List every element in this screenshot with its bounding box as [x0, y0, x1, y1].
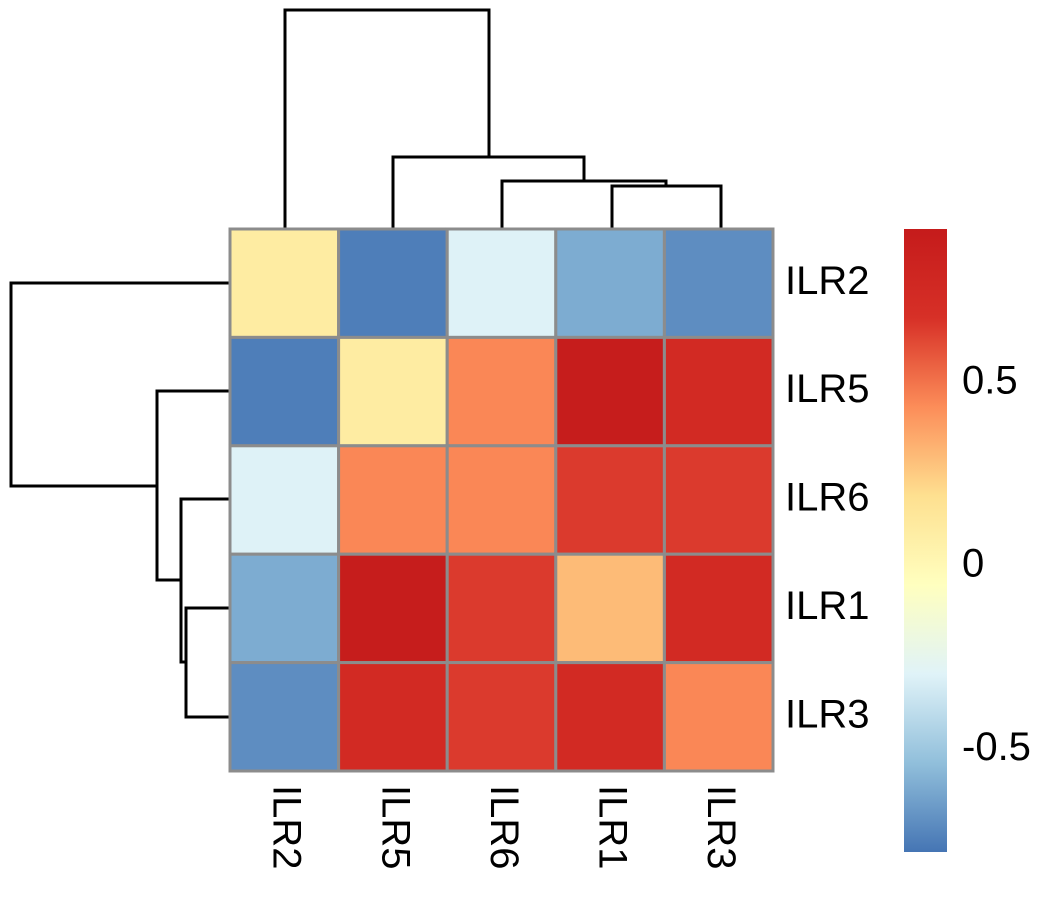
column-label-ilr1: ILR1: [591, 785, 635, 870]
column-dendrogram-branch-ilr6: [500, 179, 668, 232]
column-dendrogram-branch-ilr1-ilr3: [610, 184, 723, 232]
legend-tick-label: 0.5: [962, 358, 1018, 402]
heatmap-cells: [228, 227, 775, 773]
heatmap-cell-ilr2-ilr3: [662, 227, 775, 339]
row-label-ilr6: ILR6: [785, 476, 870, 520]
heatmap-cell-ilr6-ilr1: [554, 444, 666, 556]
heatmap-cell-ilr5-ilr5: [337, 335, 449, 448]
color-legend-ticks: 0.5 0 -0.5: [962, 358, 1031, 768]
row-labels: ILR2 ILR5 ILR6 ILR1 ILR3: [785, 259, 870, 737]
heatmap-cell-ilr2-ilr6: [445, 227, 558, 339]
heatmap-cell-ilr3-ilr1: [554, 661, 666, 773]
heatmap-cell-ilr2-ilr2: [228, 227, 341, 339]
row-dendrogram-root: [9, 281, 232, 488]
column-dendrogram: [283, 8, 723, 232]
heatmap-cell-ilr3-ilr6: [445, 661, 558, 773]
heatmap-cell-ilr1-ilr6: [445, 552, 558, 665]
heatmap-cell-ilr6-ilr5: [337, 444, 449, 556]
row-label-ilr3: ILR3: [785, 692, 870, 736]
column-label-ilr5: ILR5: [373, 785, 417, 870]
color-legend-bar: [904, 229, 947, 852]
column-label-ilr3: ILR3: [699, 785, 743, 870]
heatmap-cell-ilr6-ilr2: [228, 444, 341, 556]
heatmap-cell-ilr1-ilr5: [337, 552, 449, 665]
heatmap-cell-ilr2-ilr5: [337, 227, 449, 339]
heatmap-cell-ilr6-ilr6: [445, 444, 558, 556]
heatmap-cell-ilr5-ilr2: [228, 335, 341, 448]
heatmap-cell-ilr1-ilr1: [554, 552, 666, 665]
heatmap-cell-ilr5-ilr3: [662, 335, 775, 448]
row-dendrogram-branch-ilr6: [179, 497, 232, 664]
heatmap-cell-ilr3-ilr2: [228, 661, 341, 773]
row-dendrogram-branch-ilr5: [155, 389, 232, 582]
column-dendrogram-branch-ilr5: [391, 155, 586, 232]
column-labels: ILR2 ILR5 ILR6 ILR1 ILR3: [265, 785, 743, 870]
column-dendrogram-root: [283, 8, 491, 232]
heatmap-cell-ilr6-ilr3: [662, 444, 775, 556]
heatmap-cell-ilr3-ilr3: [662, 661, 775, 773]
heatmap-cell-ilr5-ilr6: [445, 335, 558, 448]
heatmap-cell-ilr2-ilr1: [554, 227, 666, 339]
column-label-ilr6: ILR6: [482, 785, 526, 870]
heatmap-cell-ilr1-ilr2: [228, 552, 341, 665]
color-legend: 0.5 0 -0.5: [904, 229, 1031, 852]
legend-tick-label: -0.5: [962, 725, 1031, 769]
row-dendrogram: [9, 281, 232, 719]
heatmap-cell-ilr1-ilr3: [662, 552, 775, 665]
row-dendrogram-branch-ilr1-ilr3: [184, 606, 232, 719]
heatmap-cell-ilr5-ilr1: [554, 335, 666, 448]
row-label-ilr2: ILR2: [785, 259, 870, 303]
row-label-ilr5: ILR5: [785, 367, 870, 411]
row-label-ilr1: ILR1: [785, 584, 870, 628]
heatmap-cell-ilr3-ilr5: [337, 661, 449, 773]
legend-tick-label: 0: [962, 542, 984, 586]
column-label-ilr2: ILR2: [265, 785, 309, 870]
